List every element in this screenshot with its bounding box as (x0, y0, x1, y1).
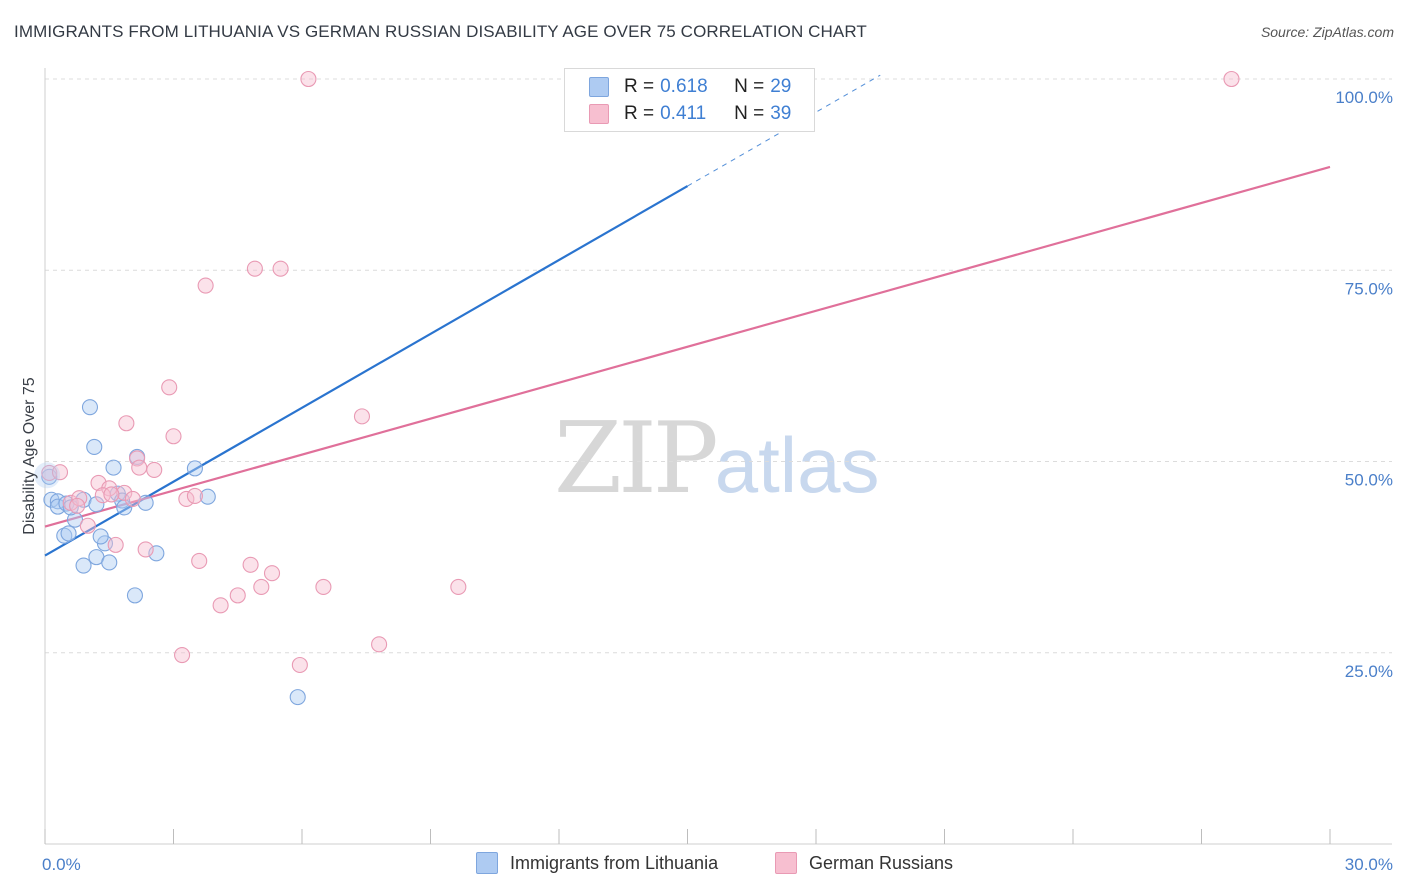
point-german-russians (353, 408, 371, 425)
point-lithuania (56, 527, 73, 544)
point-german-russians (79, 517, 96, 534)
point-lithuania (81, 399, 99, 416)
point-german-russians (300, 70, 317, 88)
point-german-russians (212, 597, 229, 614)
legend-r-value: 0.618 (660, 76, 708, 97)
point-german-russians (371, 636, 388, 653)
point-lithuania (186, 460, 203, 477)
point-german-russians (94, 487, 111, 504)
series-label-lithuania: Immigrants from Lithuania (510, 852, 719, 873)
trend-line-0 (44, 185, 689, 557)
tick-labels: 25.0% 50.0% 75.0% 100.0% 0.0% 30.0% Disability… (21, 88, 1393, 874)
legend-r-label: R = (624, 76, 655, 97)
y-tick-label: 25.0% (1345, 662, 1393, 681)
source-label: Source: ZipAtlas.com (1260, 24, 1394, 40)
point-german-russians (197, 277, 214, 294)
y-axis-label: Disability Age Over 75 (21, 377, 38, 535)
watermark: ZIPatlas (554, 402, 880, 516)
point-german-russians (315, 578, 332, 596)
point-german-russians (246, 260, 263, 277)
point-german-russians (272, 260, 289, 277)
point-german-russians (116, 484, 133, 501)
point-lithuania (34, 462, 61, 489)
point-german-russians (107, 536, 124, 553)
point-german-russians (161, 379, 178, 396)
point-german-russians (291, 656, 308, 674)
legend-n-value: 39 (770, 103, 792, 124)
y-tick-label: 75.0% (1345, 279, 1393, 298)
legend-row-german-russians: R = 0.411 N = 39 (589, 101, 791, 127)
point-german-russians (1223, 70, 1240, 88)
point-german-russians (137, 541, 154, 558)
trend-lines (44, 74, 1331, 557)
legend-n-label: N = (734, 76, 765, 97)
series-legend-german-russians[interactable]: German Russians (775, 852, 953, 874)
point-german-russians (69, 497, 86, 514)
correlation-legend: R = 0.618 N = 29 R = 0.411 N = 39 (564, 68, 815, 132)
x-tick-label: 0.0% (42, 855, 81, 874)
point-german-russians (146, 461, 163, 478)
series-legend-lithuania[interactable]: Immigrants from Lithuania (476, 852, 718, 874)
legend-r-label: R = (624, 103, 655, 124)
point-lithuania (86, 438, 103, 456)
point-lithuania (289, 689, 306, 706)
legend-r-value: 0.411 (660, 103, 707, 124)
point-german-russians (242, 556, 259, 573)
axes (44, 68, 1392, 845)
point-german-russians (178, 490, 195, 508)
point-german-russians (450, 578, 467, 596)
point-german-russians (103, 486, 120, 503)
y-tick-label: 100.0% (1335, 88, 1393, 107)
point-lithuania (66, 511, 84, 528)
trend-line-1 (44, 165, 1331, 528)
point-lithuania (92, 528, 109, 545)
point-lithuania (60, 525, 77, 542)
point-lithuania (49, 498, 66, 515)
legend-n-value: 29 (770, 76, 792, 97)
series-label-german-russians: German Russians (809, 852, 954, 873)
point-german-russians (118, 415, 135, 432)
point-german-russians (253, 578, 270, 596)
point-german-russians (51, 464, 69, 481)
data-points (34, 70, 1240, 706)
point-lithuania (101, 554, 118, 571)
point-german-russians (229, 587, 246, 604)
legend-swatch-lithuania (589, 77, 609, 97)
point-lithuania (105, 459, 122, 476)
legend-row-lithuania: R = 0.618 N = 29 (589, 74, 791, 100)
point-lithuania (88, 496, 105, 513)
point-lithuania (75, 557, 92, 574)
point-lithuania (199, 488, 216, 505)
watermark-zip: ZIP (554, 402, 719, 516)
point-lithuania (126, 587, 143, 604)
point-german-russians (191, 552, 208, 570)
series-swatch-lithuania (476, 852, 498, 874)
point-lithuania (137, 494, 154, 511)
chart-title: IMMIGRANTS FROM LITHUANIA VS GERMAN RUSS… (14, 22, 867, 41)
series-legend: Immigrants from Lithuania German Russian… (0, 852, 1406, 878)
point-german-russians (174, 646, 191, 664)
point-german-russians (165, 428, 182, 445)
series-swatch-german-russians (775, 852, 797, 874)
x-tick-label: 30.0% (1345, 855, 1393, 874)
watermark-atlas: atlas (714, 421, 880, 509)
point-german-russians (124, 490, 141, 508)
point-german-russians (186, 487, 203, 504)
legend-n-label: N = (734, 103, 765, 124)
y-tick-label: 50.0% (1345, 471, 1393, 490)
point-german-russians (131, 459, 148, 476)
point-german-russians (263, 565, 281, 582)
legend-swatch-german-russians (589, 104, 609, 124)
